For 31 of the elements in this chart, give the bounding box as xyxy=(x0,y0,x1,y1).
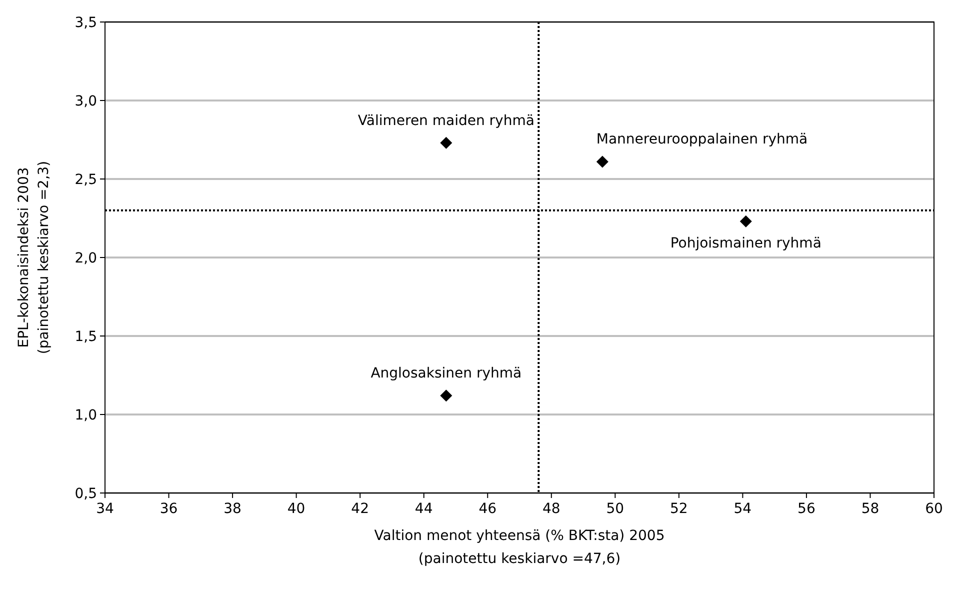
point xyxy=(440,136,452,149)
x-tick-label: 56 xyxy=(798,501,816,517)
x-axis-title: Valtion menot yhteensä (% BKT:sta) 2005 (painotettu keskiarvo =47,6) xyxy=(374,528,665,567)
x-tick-label: 52 xyxy=(670,501,688,517)
x-tick-label: 46 xyxy=(478,501,497,517)
x-tick-label: 50 xyxy=(606,501,624,517)
point xyxy=(740,215,752,228)
annotation: Mannereurooppalainen ryhmä xyxy=(596,132,808,148)
x-tick-label: 42 xyxy=(351,501,369,517)
x-tick-label: 58 xyxy=(861,501,880,517)
x-tick-label: 34 xyxy=(96,501,114,517)
point xyxy=(596,156,608,168)
y-axis-title: EPL-kokonaisindeksi 2003 (painotettu keskiarvo =2,3) xyxy=(16,160,52,354)
point xyxy=(440,390,452,402)
x-tick-label: 36 xyxy=(160,501,178,517)
y-tick-label: 1,5 xyxy=(74,329,97,345)
y-tick-label: 0,5 xyxy=(74,486,97,502)
x-tick-label: 38 xyxy=(224,501,242,517)
y-tick-label: 2,0 xyxy=(74,250,97,266)
annotation: Välimeren maiden ryhmä xyxy=(358,112,534,129)
y-tick-label: 2,5 xyxy=(74,172,97,188)
x-tick-label: 40 xyxy=(287,501,306,517)
annotation: Pohjoismainen ryhmä xyxy=(670,235,822,252)
x-tick-label: 44 xyxy=(414,501,433,517)
x-tick-label: 60 xyxy=(925,501,943,517)
y-tick-label: 3,5 xyxy=(74,15,97,31)
x-tick-label: 54 xyxy=(734,501,752,517)
y-tick-label: 3,0 xyxy=(74,94,97,110)
x-tick-label: 48 xyxy=(542,501,560,517)
annotation: Anglosaksinen ryhmä xyxy=(370,366,522,382)
y-tick-label: 1,0 xyxy=(74,408,97,424)
